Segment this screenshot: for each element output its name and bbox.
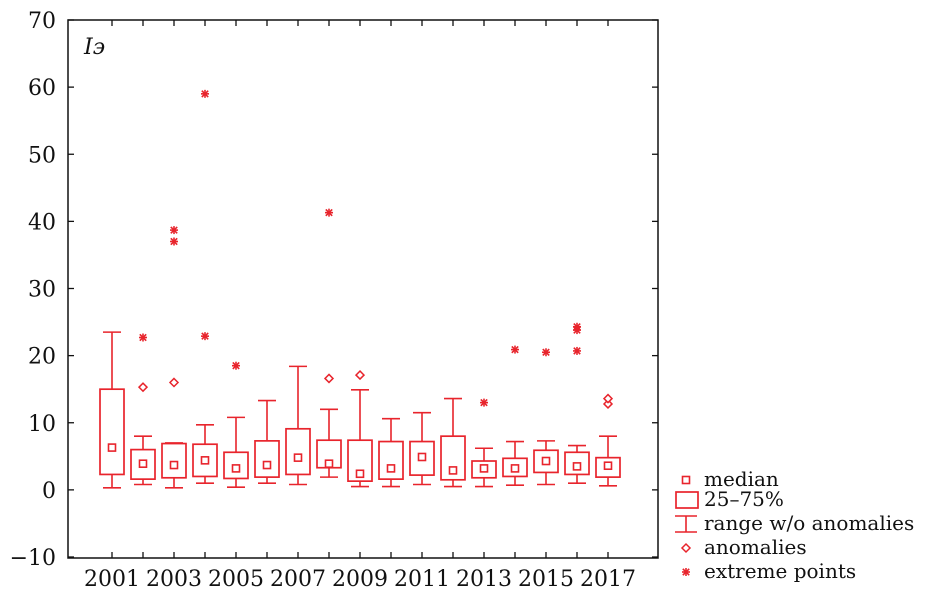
box-2003 <box>161 226 187 489</box>
median-marker <box>107 443 117 452</box>
box-2013 <box>471 398 497 488</box>
x-tick-label: 2009 <box>332 567 388 592</box>
y-tick-label: 10 <box>28 412 56 437</box>
legend-whisker-symbol <box>675 515 697 533</box>
legend-label: range w/o anomalies <box>704 511 914 535</box>
median-marker <box>138 459 148 468</box>
legend-item-box: 25–75% <box>675 487 784 511</box>
y-tick-label: 50 <box>28 143 56 168</box>
legend-box-symbol <box>675 491 699 509</box>
median-marker <box>169 460 179 470</box>
box-2017 <box>595 393 621 487</box>
median-marker <box>603 461 613 471</box>
extreme-point <box>201 89 209 98</box>
median-marker <box>293 453 303 462</box>
legend-item-median: median <box>681 467 779 491</box>
x-tick-label: 2013 <box>456 567 512 592</box>
median-marker <box>479 464 489 473</box>
y-axis: −10 0 10 20 30 40 50 60 70 <box>10 9 658 571</box>
iqr-box <box>99 388 125 476</box>
y-tick-label: 70 <box>28 9 56 34</box>
box-2007 <box>285 365 311 486</box>
x-axis: 2001 2003 2005 2007 2009 2011 2013 2015 2017 <box>84 20 636 592</box>
legend-label: anomalies <box>704 535 807 559</box>
anomaly-point <box>137 382 149 393</box>
x-tick-label: 2017 <box>580 567 636 592</box>
median-marker <box>448 466 458 475</box>
y-tick-label: 20 <box>28 345 56 370</box>
extreme-point <box>511 345 519 354</box>
legend-item-whisker: range w/o anomalies <box>675 511 914 535</box>
box-2009 <box>347 370 373 488</box>
x-tick-label: 2007 <box>270 567 326 592</box>
iqr-box <box>378 440 404 480</box>
anomaly-point <box>602 398 614 410</box>
box-2002 <box>130 333 156 486</box>
y-tick-label: 60 <box>28 76 56 101</box>
extreme-point <box>201 332 209 341</box>
box-2008 <box>316 208 342 478</box>
box-2006 <box>254 399 280 484</box>
box-2001 <box>99 331 125 489</box>
median-marker <box>355 469 365 479</box>
extreme-point <box>480 398 488 407</box>
median-marker <box>386 464 396 473</box>
extreme-point <box>542 348 550 357</box>
median-marker <box>417 452 427 462</box>
extreme-point <box>325 208 333 217</box>
box-2015 <box>533 348 559 486</box>
y-tick-label: 30 <box>28 278 56 303</box>
anomaly-point <box>168 377 180 388</box>
box-2016 <box>564 322 590 484</box>
box-2004 <box>192 89 218 484</box>
box-series <box>99 89 621 489</box>
median-marker <box>324 459 334 468</box>
anomaly-point <box>602 393 614 404</box>
anomaly-point <box>354 370 366 381</box>
legend-median-symbol <box>681 475 691 485</box>
y-tick-label: −10 <box>10 546 56 571</box>
legend-extreme-symbol <box>682 568 690 576</box>
median-marker <box>231 464 241 473</box>
box-2012 <box>440 397 466 488</box>
box-2014 <box>502 345 528 486</box>
iqr-box <box>285 427 311 476</box>
box-2005 <box>223 361 249 488</box>
y-tick-label: 40 <box>28 210 56 235</box>
y-axis-label: Iэ <box>83 35 105 60</box>
median-marker <box>572 462 582 471</box>
extreme-point <box>573 322 581 331</box>
legend-label: extreme points <box>704 559 856 583</box>
median-marker <box>510 464 520 473</box>
legend-label: 25–75% <box>704 487 784 511</box>
extreme-point <box>573 346 581 355</box>
legend-anomaly-symbol <box>680 542 692 554</box>
extreme-point <box>170 226 178 235</box>
x-tick-label: 2015 <box>518 567 574 592</box>
legend-item-extreme: extreme points <box>682 559 856 583</box>
extreme-point <box>139 333 147 342</box>
extreme-point <box>232 361 240 370</box>
x-tick-label: 2005 <box>208 567 264 592</box>
x-tick-label: 2001 <box>84 567 140 592</box>
y-tick-label: 0 <box>42 479 56 504</box>
box-2010 <box>378 417 404 488</box>
extreme-point <box>170 237 178 246</box>
x-tick-label: 2003 <box>146 567 202 592</box>
median-marker <box>262 460 272 470</box>
box-2011 <box>409 411 435 486</box>
x-tick-label: 2011 <box>394 567 450 592</box>
median-marker <box>541 456 551 466</box>
legend-label: median <box>704 467 779 491</box>
iqr-box <box>161 442 187 479</box>
iqr-box <box>254 440 280 478</box>
median-marker <box>200 456 210 465</box>
legend-item-anomaly: anomalies <box>680 535 807 559</box>
anomaly-point <box>323 373 335 384</box>
